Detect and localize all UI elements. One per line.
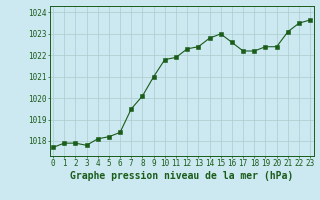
X-axis label: Graphe pression niveau de la mer (hPa): Graphe pression niveau de la mer (hPa): [70, 171, 293, 181]
